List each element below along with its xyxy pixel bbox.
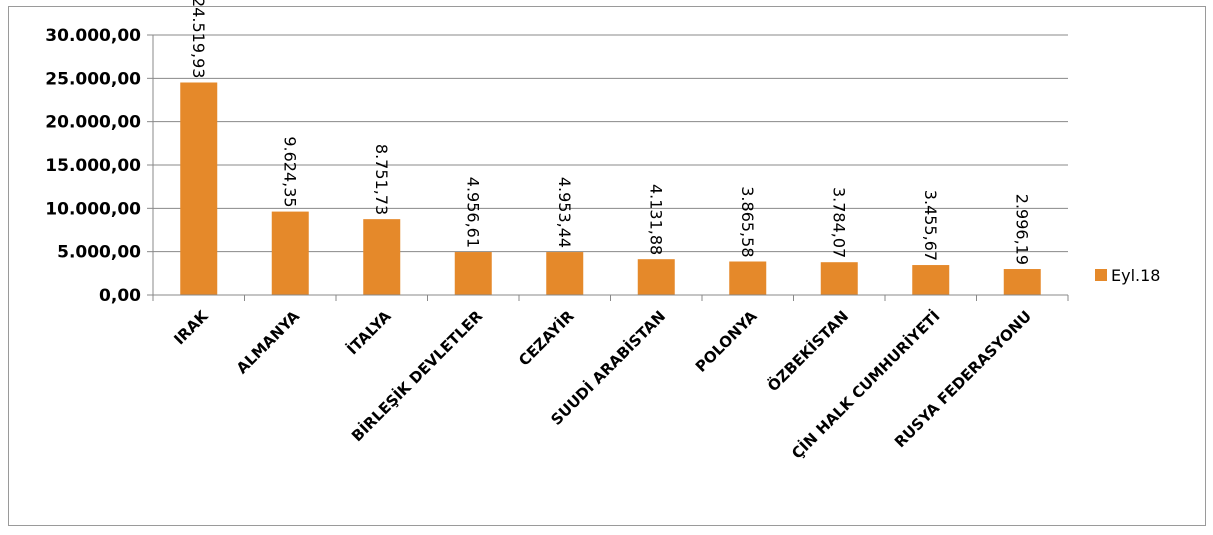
x-tick-label: CEZAYİR xyxy=(514,306,577,369)
data-label: 3.865,58 xyxy=(738,186,757,257)
y-tick-label: 0,00 xyxy=(99,286,141,306)
x-tick-label: ÇİN HALK CUMHURİYETİ xyxy=(787,306,943,462)
data-label: 2.996,19 xyxy=(1012,194,1031,265)
x-tick-label: ÖZBEKİSTAN xyxy=(763,306,852,395)
bar[interactable] xyxy=(180,82,218,295)
data-label: 4.131,88 xyxy=(646,184,665,255)
data-label: 4.953,44 xyxy=(555,177,574,248)
bar[interactable] xyxy=(363,219,401,295)
bar[interactable] xyxy=(1003,269,1041,295)
data-label: 3.455,67 xyxy=(921,190,940,261)
y-tick-label: 30.000,00 xyxy=(45,26,141,46)
bar[interactable] xyxy=(912,265,950,295)
y-tick-label: 15.000,00 xyxy=(45,156,141,176)
data-label: 9.624,35 xyxy=(280,136,299,207)
legend-swatch xyxy=(1095,269,1107,281)
legend-label: Eyl.18 xyxy=(1111,266,1160,285)
y-tick-label: 10.000,00 xyxy=(45,199,141,219)
x-tick-label: IRAK xyxy=(170,306,212,348)
data-label: 4.956,61 xyxy=(463,177,482,248)
bar[interactable] xyxy=(454,252,492,295)
bar[interactable] xyxy=(820,262,858,295)
y-tick-label: 5.000,00 xyxy=(57,243,141,263)
y-tick-label: 20.000,00 xyxy=(45,113,141,133)
x-tick-label: POLONYA xyxy=(692,307,761,376)
bar[interactable] xyxy=(546,252,584,295)
data-label: 3.784,07 xyxy=(829,187,848,258)
y-tick-label: 25.000,00 xyxy=(45,69,141,89)
bar[interactable] xyxy=(637,259,675,295)
data-label: 8.751,73 xyxy=(372,144,391,215)
x-tick-label: ALMANYA xyxy=(233,307,303,377)
bar[interactable] xyxy=(271,211,309,295)
data-label: 24.519,93 xyxy=(189,0,208,78)
x-tick-label: İTALYA xyxy=(343,306,395,358)
bar[interactable] xyxy=(729,261,767,295)
